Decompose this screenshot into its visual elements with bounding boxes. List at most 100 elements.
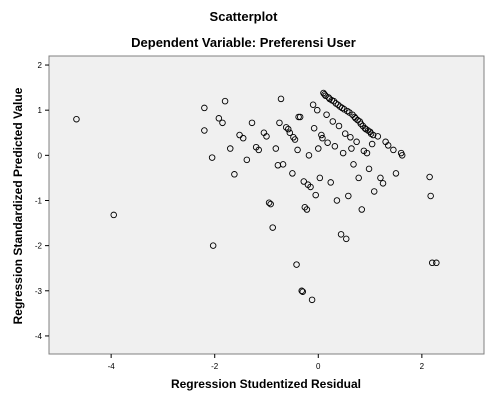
y-tick-label: 2	[38, 61, 43, 70]
x-axis-title: Regression Studentized Residual	[171, 377, 361, 391]
scatter-point	[370, 188, 378, 195]
scatter-point	[301, 204, 309, 211]
scatter-point	[73, 115, 80, 123]
scatter-point	[279, 161, 287, 168]
scatter-point	[330, 97, 338, 105]
scatter-point	[352, 115, 359, 122]
scatter-point	[348, 145, 355, 152]
scatter-point	[309, 101, 317, 109]
y-tick-label: -1	[35, 196, 43, 205]
scatter-point	[343, 235, 350, 243]
scatter-point	[331, 143, 339, 150]
scatter-point	[294, 146, 301, 154]
scatter-point	[265, 199, 273, 206]
scatter-point	[282, 124, 290, 131]
scatter-point	[365, 165, 373, 173]
scatter-point	[327, 179, 334, 186]
chart-title: Scatterplot	[210, 9, 279, 24]
scatter-point	[305, 152, 313, 159]
scatter-point	[374, 133, 382, 140]
scatter-point	[347, 134, 354, 141]
scatter-point	[296, 113, 304, 121]
scatter-point	[384, 142, 392, 149]
scatter-point	[316, 174, 324, 182]
data-points	[73, 89, 440, 304]
scatter-point	[276, 119, 283, 127]
scatter-point	[255, 146, 262, 154]
scatter-point	[337, 231, 345, 238]
scatter-point	[324, 139, 331, 146]
scatter-point	[379, 180, 387, 187]
scatter-point	[319, 134, 326, 142]
scatter-point	[303, 206, 311, 213]
scatter-point	[369, 131, 377, 139]
scatter-point	[398, 152, 406, 159]
scatter-point	[293, 261, 300, 268]
scatter-point	[110, 211, 117, 219]
scatter-point	[289, 170, 296, 177]
x-tick-label: 0	[316, 362, 321, 371]
scatter-point	[368, 140, 376, 148]
y-tick-label: 1	[38, 106, 43, 115]
scatter-point	[286, 129, 294, 137]
scatter-point	[219, 119, 226, 127]
scatter-point	[335, 122, 343, 130]
scatter-point	[334, 101, 342, 109]
scatter-point	[357, 120, 365, 127]
scatter-point	[322, 92, 329, 99]
y-tick-label: -4	[35, 332, 43, 341]
scatter-point	[298, 287, 305, 295]
scatter-point	[392, 170, 400, 177]
scatter-point	[277, 95, 285, 103]
scatter-point	[285, 125, 292, 133]
scatter-point	[299, 288, 307, 295]
scatter-point	[239, 134, 247, 142]
scatter-point	[312, 191, 319, 199]
scatter-point	[318, 131, 325, 139]
scatter-point	[345, 192, 352, 200]
y-axis-title: Regression Standardized Predicted Value	[11, 87, 25, 324]
scatter-point	[433, 259, 440, 267]
x-tick-label: -4	[108, 362, 116, 371]
scatter-point	[353, 138, 360, 146]
scatter-point	[291, 136, 299, 143]
scatter-point	[208, 154, 216, 161]
scatter-point	[221, 97, 229, 105]
scatter-point	[300, 178, 308, 185]
scatter-point	[226, 145, 234, 152]
scatter-point	[355, 174, 362, 182]
scatter-point	[201, 127, 208, 134]
scatter-point	[248, 119, 256, 127]
scatter-point	[340, 106, 348, 113]
scatter-point	[269, 224, 276, 231]
y-tick-label: -2	[35, 242, 43, 251]
scatter-point	[215, 115, 223, 122]
scatter-point	[314, 106, 321, 114]
y-tick-label: 0	[38, 151, 43, 160]
scatter-point	[426, 173, 433, 181]
scatter-point	[201, 104, 208, 112]
scatter-point	[341, 130, 349, 137]
scatter-point	[329, 118, 337, 125]
scatter-point	[209, 242, 217, 249]
scatter-point	[231, 171, 238, 178]
scatter-point	[390, 146, 397, 154]
chart-subtitle: Dependent Variable: Preferensi User	[131, 35, 356, 50]
scatter-point	[363, 149, 371, 157]
scatter-point	[243, 156, 251, 164]
x-tick-label: -2	[211, 362, 219, 371]
scatter-point	[428, 259, 436, 267]
scatter-point	[377, 174, 384, 182]
scatter-point	[267, 200, 274, 208]
scatter-point	[323, 111, 330, 118]
scatter-point	[321, 91, 328, 98]
scatter-point	[308, 296, 316, 304]
scatter-point	[427, 192, 434, 200]
scatter-point	[310, 124, 318, 132]
scatter-point	[315, 145, 322, 152]
scatter-point	[307, 183, 314, 191]
y-axis: 2 1 0 -1 -2 -3 -4	[35, 61, 49, 341]
y-tick-label: -3	[35, 287, 43, 296]
